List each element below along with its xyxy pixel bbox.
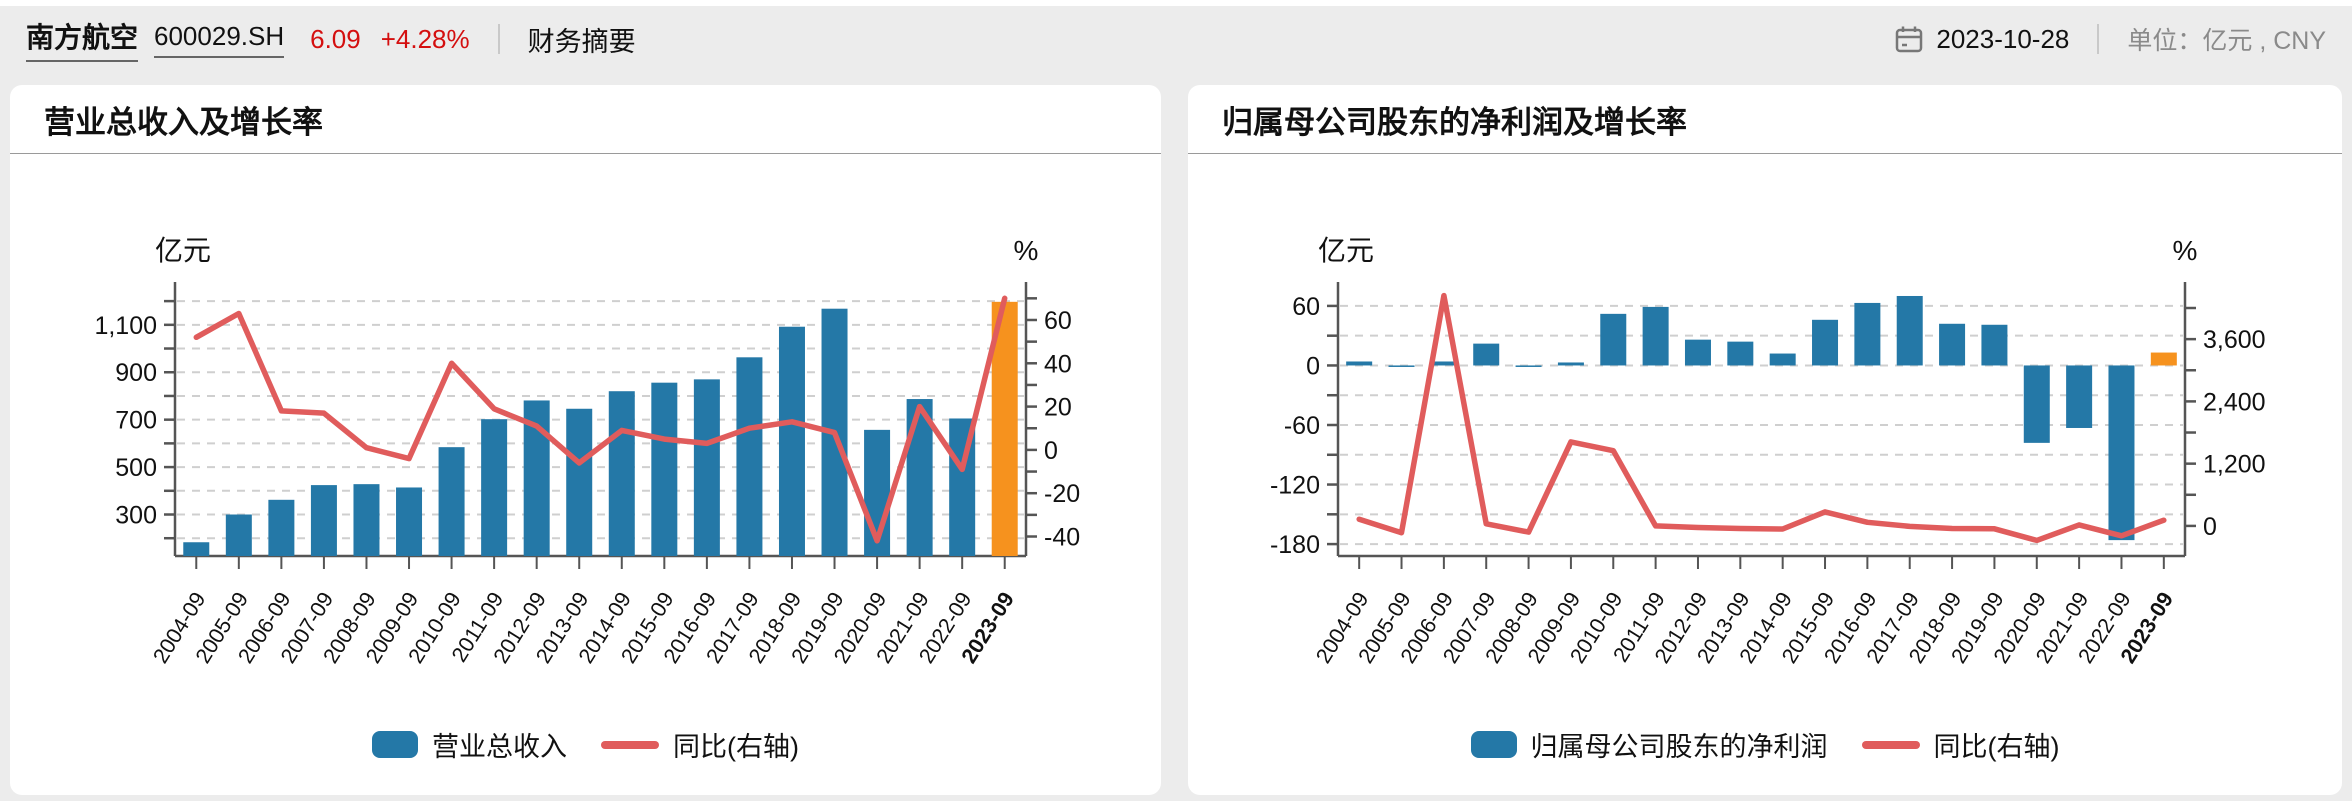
header-divider — [497, 24, 500, 54]
tab-financial-summary[interactable]: 财务摘要 — [527, 26, 636, 57]
svg-text:500: 500 — [115, 454, 157, 482]
header-bar: 南方航空 600029.SH 6.09 +4.28% 财务摘要 2023-10-… — [0, 6, 2352, 72]
net-profit-chart-title: 归属母公司股东的净利润及增长率 — [1188, 85, 2342, 154]
calendar-icon[interactable] — [1894, 24, 1924, 54]
svg-text:0: 0 — [1306, 352, 1320, 380]
revenue-card: 营业总收入及增长率 300 500 700 900 1,100 -40 -20 0 20 40 60… — [10, 85, 1161, 795]
net-profit-line-legend-label[interactable]: 同比(右轴) — [1933, 732, 2060, 762]
svg-text:-120: -120 — [1270, 472, 1320, 500]
svg-text:900: 900 — [115, 359, 157, 387]
svg-text:40: 40 — [1044, 350, 1072, 378]
revenue-bar-legend-label[interactable]: 营业总收入 — [432, 732, 567, 762]
svg-text:亿元: 亿元 — [155, 235, 211, 266]
svg-text:-60: -60 — [1284, 412, 1320, 440]
svg-text:20: 20 — [1044, 394, 1072, 422]
header-divider-2 — [2097, 24, 2100, 54]
svg-text:3,600: 3,600 — [2203, 326, 2266, 354]
top-strip — [0, 0, 2352, 6]
report-date[interactable]: 2023-10-28 — [1936, 23, 2070, 54]
svg-text:60: 60 — [1292, 293, 1320, 321]
svg-text:60: 60 — [1044, 307, 1072, 335]
revenue-line-swatch — [601, 740, 659, 749]
revenue-legend: 营业总收入 同比(右轴) — [10, 725, 1161, 764]
svg-text:0: 0 — [2203, 513, 2217, 541]
revenue-chart-title: 营业总收入及增长率 — [10, 85, 1161, 154]
revenue-line-legend-label[interactable]: 同比(右轴) — [673, 732, 799, 762]
stock-name[interactable]: 南方航空 — [26, 16, 139, 62]
svg-text:-20: -20 — [1044, 480, 1080, 508]
net-profit-bar-swatch — [1470, 731, 1517, 758]
svg-text:700: 700 — [115, 407, 157, 435]
svg-text:-180: -180 — [1270, 531, 1320, 559]
svg-text:%: % — [1014, 235, 1039, 266]
net-profit-legend: 归属母公司股东的净利润 同比(右轴) — [1188, 725, 2342, 764]
net-profit-bar-legend-label[interactable]: 归属母公司股东的净利润 — [1530, 732, 1828, 762]
svg-text:2,400: 2,400 — [2203, 388, 2266, 416]
svg-text:-40: -40 — [1044, 524, 1080, 552]
unit-label: 单位：亿元 , CNY — [2127, 27, 2326, 55]
stock-price: 6.09 — [310, 23, 361, 54]
net-profit-card: 归属母公司股东的净利润及增长率 -180 -120 -60 0 60 0 1,200 2,40… — [1188, 85, 2342, 795]
svg-text:1,200: 1,200 — [2203, 451, 2266, 479]
net-profit-line-swatch — [1861, 740, 1920, 749]
stock-code[interactable]: 600029.SH — [154, 21, 285, 58]
svg-text:亿元: 亿元 — [1318, 235, 1374, 266]
svg-text:300: 300 — [115, 502, 157, 530]
revenue-bar-swatch — [372, 731, 418, 758]
header-right-group: 2023-10-28 单位：亿元 , CNY — [1894, 21, 2326, 57]
svg-text:1,100: 1,100 — [94, 312, 157, 340]
svg-text:%: % — [2173, 235, 2198, 266]
stock-change-percent: +4.28% — [380, 23, 470, 54]
svg-text:0: 0 — [1044, 437, 1058, 465]
